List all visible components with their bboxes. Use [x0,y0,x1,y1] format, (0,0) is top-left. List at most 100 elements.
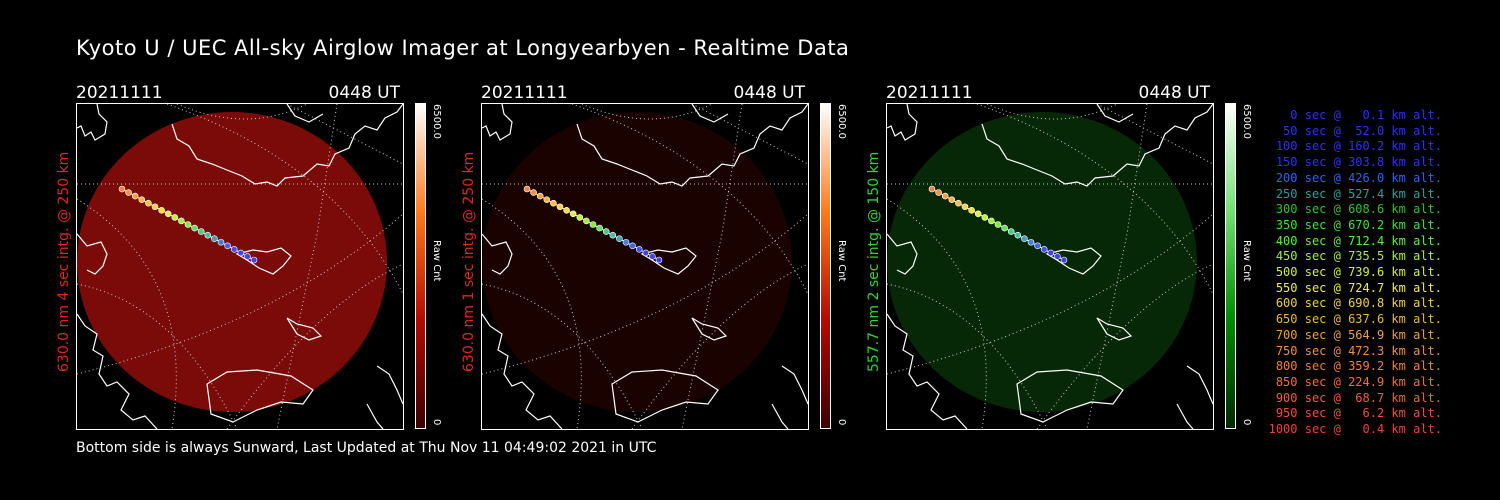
trajectory-point [131,192,139,200]
airglow-field-of-view [887,112,1197,412]
trajectory-point [955,199,962,207]
trajectory-point [616,235,623,242]
legend-entry: 150 sec @ 303.8 km alt. [1275,155,1442,170]
trajectory-point [151,203,159,211]
lat-lon-gridline [691,104,808,165]
legend-entry: 100 sec @ 160.2 km alt. [1275,139,1442,154]
coastline [1096,104,1134,123]
trajectory-point [145,199,152,207]
legend-entry: 600 sec @ 690.8 km alt. [1275,296,1442,311]
trajectory-point [230,246,238,253]
coastline [376,365,403,405]
legend-entry: 850 sec @ 224.9 km alt. [1275,374,1442,389]
lat-lon-gridline [1036,263,1213,429]
lat-lon-gridline [482,198,582,429]
panel-2-colorbar-unit: Raw Cnt [836,240,847,282]
legend-entry: 350 sec @ 670.2 km alt. [1275,217,1442,232]
coastline [576,104,808,187]
panel-2-colorbar-max: 6500.0 [836,104,847,139]
coastline [771,403,789,429]
panel-1-colorbar [415,103,426,429]
panel-3-allsky-map [886,103,1214,430]
panel-1-time: 0448 UT [328,83,401,103]
lat-lon-gridline [1086,104,1148,429]
coastline [77,233,108,275]
legend-entry: 250 sec @ 527.4 km alt. [1275,186,1442,201]
airglow-field-of-view [482,112,792,412]
lat-lon-gridline [77,198,177,429]
panel-1-allsky-map [76,103,404,430]
trajectory-point [184,221,192,228]
panel-3-date: 20211111 [886,83,973,103]
panel-2-allsky-map [481,103,809,430]
coastline [171,104,403,187]
legend-entry: 900 sec @ 68.7 km alt. [1275,390,1442,405]
trajectory-point [197,228,205,235]
legend-entry: 800 sec @ 359.2 km alt. [1275,359,1442,374]
panel-1-colorbar-unit: Raw Cnt [431,240,442,282]
trajectory-point [928,185,936,193]
trajectory-point [948,196,956,203]
lat-lon-gridline [631,263,808,429]
legend-entry: 650 sec @ 637.6 km alt. [1275,312,1442,327]
panel-2-date: 20211111 [481,83,568,103]
panel-3-colorbar-unit: Raw Cnt [1241,240,1252,282]
lat-lon-gridline [1096,104,1213,165]
coastline [482,313,563,429]
coastline [887,233,918,275]
trajectory-point [211,235,218,242]
trajectory-point [178,217,185,225]
coastline [611,369,719,423]
trajectory-point [629,242,636,250]
trajectory-point [1054,253,1061,260]
trajectory-point [968,207,975,214]
coastline [691,317,728,341]
legend-entry: 0 sec @ 0.1 km alt. [1290,108,1442,122]
panel-3-colorbar [1225,103,1236,429]
trajectory-point [204,231,212,239]
coastline [286,317,323,341]
coastline [77,104,108,141]
rocket-trajectory-legend: 0 sec @ 0.1 km alt. 50 sec @ 52.0 km alt.… [1269,108,1442,438]
trajectory-point [224,242,231,250]
trajectory-point [118,185,126,193]
legend-entry: 1000 sec @ 0.4 km alt. [1268,422,1442,437]
coastline [781,365,808,405]
coastline [981,104,1213,187]
trajectory-point [138,196,146,203]
lat-lon-gridline [986,104,1118,120]
panel-2-wavelength-label: 630.0 nm 1 sec intg. @ 250 km [461,151,477,372]
trajectory-point [164,210,172,218]
trajectory-point [550,199,557,207]
trajectory-point [988,217,995,225]
lat-lon-gridline [166,104,403,295]
trajectory-point [596,224,603,232]
trajectory-point [642,249,650,257]
trajectory-point [523,185,531,193]
trajectory-point [1047,249,1055,257]
legend-entry: 450 sec @ 735.5 km alt. [1275,249,1442,264]
trajectory-point [244,253,251,260]
legend-entry: 200 sec @ 426.0 km alt. [1275,170,1442,185]
trajectory-point [583,217,590,225]
trajectory-point [961,203,969,211]
lat-lon-gridline [581,104,713,120]
legend-entry: 300 sec @ 608.6 km alt. [1275,202,1442,217]
trajectory-point [1034,242,1041,250]
trajectory-point [250,256,258,264]
trajectory-point [1040,246,1048,253]
trajectory-point [935,189,942,196]
panel-2-time: 0448 UT [733,83,806,103]
trajectory-point [994,221,1002,228]
lat-lon-gridline [286,104,403,165]
panel-3-wavelength-label: 557.7 nm 2 sec intg. @ 150 km [866,151,882,372]
trajectory-point [125,189,132,196]
trajectory-point [556,203,564,211]
coastline [482,233,513,275]
trajectory-point [530,189,537,196]
trajectory-point [171,214,179,221]
airglow-field-of-view [77,112,387,412]
panel-3-colorbar-min: 0 [1241,419,1252,426]
legend-entry: 400 sec @ 712.4 km alt. [1275,233,1442,248]
coastline [1176,403,1194,429]
